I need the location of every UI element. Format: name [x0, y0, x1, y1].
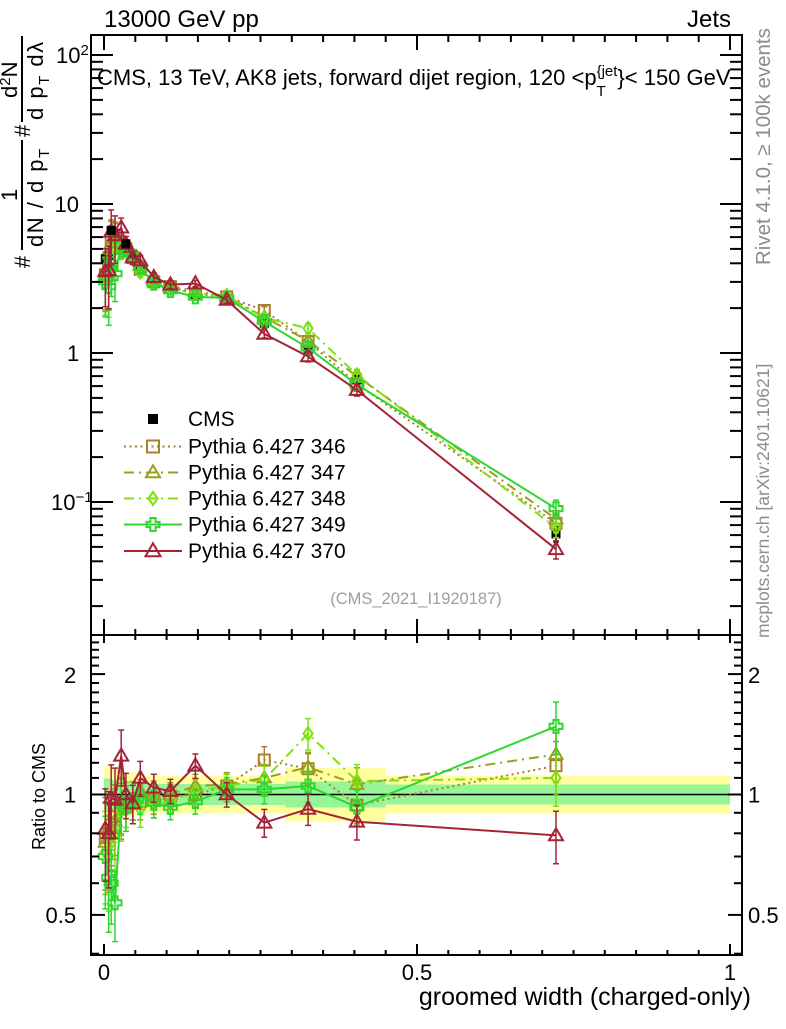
svg-text:groomed width (charged-only): groomed width (charged-only) [419, 983, 751, 1011]
svg-text:Pythia 6.427 349: Pythia 6.427 349 [188, 514, 346, 537]
svg-text:2: 2 [748, 663, 760, 688]
svg-text:0.5: 0.5 [46, 903, 77, 928]
svg-text:Ratio to CMS: Ratio to CMS [29, 743, 49, 850]
svg-text:Pythia 6.427 347: Pythia 6.427 347 [188, 462, 346, 485]
svg-text:10: 10 [55, 192, 79, 217]
svg-text:mcplots.cern.ch [arXiv:2401.10: mcplots.cern.ch [arXiv:2401.10621] [753, 364, 773, 638]
svg-text:Pythia 6.427 346: Pythia 6.427 346 [188, 436, 346, 459]
svg-text:1: 1 [64, 783, 76, 808]
svg-text:0.5: 0.5 [748, 903, 779, 928]
svg-text:0.5: 0.5 [402, 960, 433, 985]
svg-text:1: 1 [748, 783, 760, 808]
svg-text:#: # [10, 255, 35, 268]
svg-text:#: # [10, 124, 35, 137]
svg-text:Jets: Jets [687, 6, 731, 33]
svg-text:(CMS_2021_I1920187): (CMS_2021_I1920187) [330, 590, 502, 608]
svg-text:Pythia 6.427 370: Pythia 6.427 370 [188, 540, 346, 563]
svg-text:10−1: 10−1 [51, 489, 93, 515]
svg-text:1: 1 [724, 960, 736, 985]
svg-text:1: 1 [67, 341, 79, 366]
svg-text:1: 1 [0, 189, 22, 201]
svg-text:d2N: d2N [0, 62, 22, 98]
svg-text:CMS: CMS [188, 408, 235, 431]
svg-text:2: 2 [64, 663, 76, 688]
svg-text:Rivet 4.1.0, ≥ 100k events: Rivet 4.1.0, ≥ 100k events [752, 28, 775, 265]
svg-text:13000 GeV pp: 13000 GeV pp [104, 6, 259, 33]
svg-text:0: 0 [98, 960, 110, 985]
svg-text:Pythia 6.427 348: Pythia 6.427 348 [188, 488, 346, 511]
